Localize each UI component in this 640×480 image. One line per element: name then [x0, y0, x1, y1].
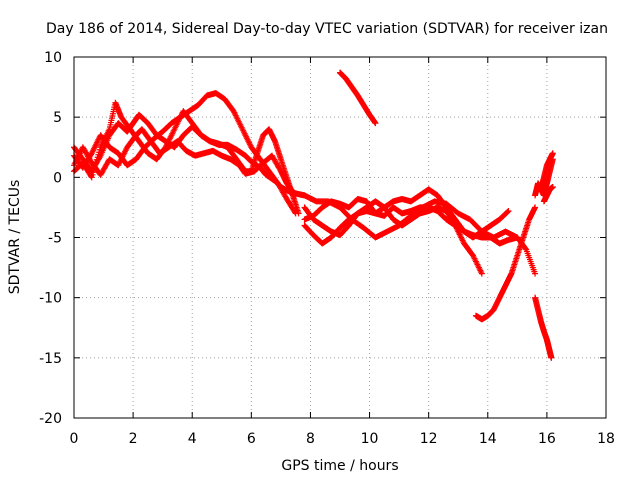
- data-point: [549, 183, 556, 190]
- x-tick-label: 8: [306, 431, 315, 447]
- series-track-8: [301, 192, 521, 241]
- x-tick-label: 4: [188, 431, 197, 447]
- data-points: [71, 69, 556, 361]
- x-tick-label: 10: [361, 431, 379, 447]
- chart-title: Day 186 of 2014, Sidereal Day-to-day VTE…: [46, 21, 608, 37]
- x-tick-label: 16: [538, 431, 556, 447]
- series-track-9: [337, 69, 379, 127]
- x-tick-label: 14: [479, 431, 497, 447]
- y-tick-label: -15: [39, 351, 62, 367]
- data-point: [532, 204, 539, 211]
- y-tick-label: -5: [48, 231, 62, 247]
- series-track-11: [532, 294, 555, 361]
- x-axis-label: GPS time / hours: [281, 458, 398, 474]
- x-tick-label: 0: [70, 431, 79, 447]
- series-track-13: [537, 150, 556, 193]
- series-track-14: [540, 183, 556, 205]
- data-point: [532, 270, 539, 277]
- data-point: [478, 270, 485, 277]
- data-point: [295, 210, 302, 217]
- series-track-3: [71, 90, 299, 217]
- y-tick-label: 5: [53, 110, 62, 126]
- series-track-10: [472, 204, 539, 323]
- series-track-6: [301, 186, 512, 247]
- x-tick-label: 12: [420, 431, 438, 447]
- y-tick-label: 0: [53, 170, 62, 186]
- data-point: [522, 245, 529, 252]
- y-tick-label: 10: [44, 50, 62, 66]
- x-tick-label: 18: [597, 431, 615, 447]
- y-tick-label: -20: [39, 411, 62, 427]
- x-tick-label: 2: [129, 431, 138, 447]
- data-point: [549, 150, 556, 157]
- y-axis-label: SDTVAR / TECUs: [7, 180, 23, 295]
- x-axis: 0 2 4 6 8 10 12 14 16 18: [70, 57, 615, 447]
- y-tick-label: -10: [39, 291, 62, 307]
- series-track-4: [71, 99, 302, 217]
- data-point: [504, 208, 511, 215]
- data-point: [505, 208, 512, 215]
- y-axis: -20 -15 -10 -5 0 5 10: [39, 50, 606, 427]
- data-point: [372, 120, 379, 127]
- x-tick-label: 6: [247, 431, 256, 447]
- grid: [74, 57, 606, 418]
- data-point: [514, 234, 521, 241]
- data-point: [548, 354, 555, 361]
